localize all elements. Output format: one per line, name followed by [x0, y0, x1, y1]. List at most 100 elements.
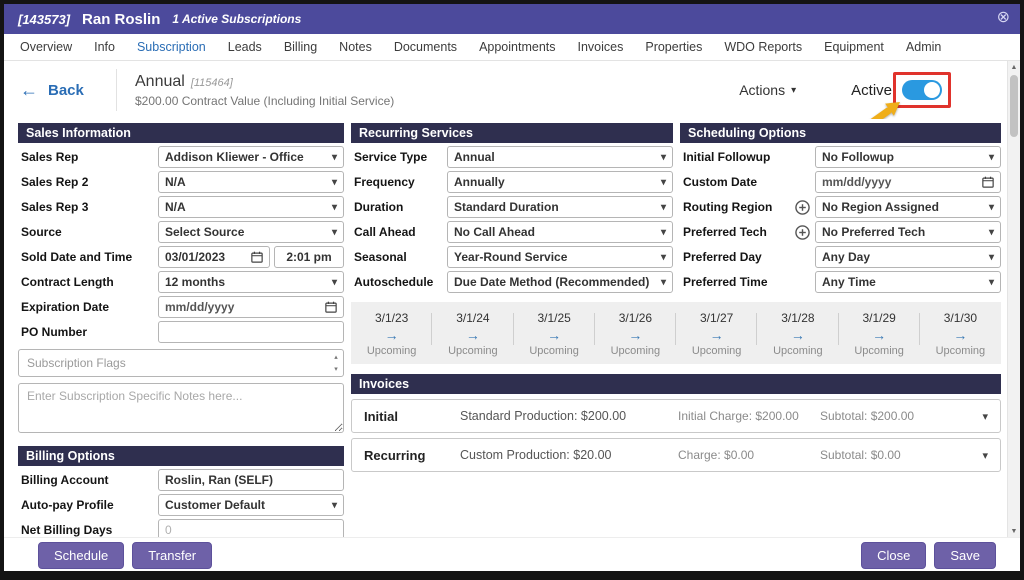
billing-options-header: Billing Options	[18, 446, 344, 466]
sold-time-input[interactable]: 2:01 pm	[274, 246, 344, 268]
arrow-right-icon[interactable]: →	[384, 327, 399, 343]
source-select[interactable]: Select Source ▾	[158, 221, 344, 243]
call-ahead-label: Call Ahead	[354, 225, 416, 239]
tab-admin[interactable]: Admin	[905, 40, 942, 54]
contract-length-label: Contract Length	[21, 275, 114, 289]
subscription-flags-placeholder: Subscription Flags	[27, 356, 126, 370]
sales-rep-value: Addison Kliewer - Office	[165, 150, 304, 164]
scroll-up-icon[interactable]: ▲	[1010, 63, 1018, 71]
add-routing-region-button[interactable]	[795, 199, 810, 215]
timeline-date: 3/1/30	[943, 311, 978, 325]
transfer-button[interactable]: Transfer	[132, 541, 213, 569]
invoice-row-recurring[interactable]: Recurring Custom Production: $20.00 Char…	[351, 438, 1001, 472]
arrow-right-icon[interactable]: →	[953, 327, 968, 343]
arrow-right-icon[interactable]: →	[790, 327, 805, 343]
vertical-scrollbar[interactable]: ▲ ▼	[1007, 61, 1020, 537]
caret-down-icon: ▾	[988, 251, 994, 263]
caret-down-icon: ▾	[660, 201, 666, 213]
call-ahead-select[interactable]: No Call Ahead ▾	[447, 221, 673, 243]
caret-down-icon: ▾	[331, 176, 337, 188]
po-number-input[interactable]	[158, 321, 344, 343]
billing-account-input[interactable]: Roslin, Ran (SELF)	[158, 469, 344, 491]
tab-properties[interactable]: Properties	[645, 40, 703, 54]
invoices-panel: Invoices Initial Standard Production: $2…	[351, 374, 1001, 472]
close-icon[interactable]: ⊗	[996, 9, 1010, 26]
subscription-notes-textarea[interactable]	[18, 383, 344, 433]
schedule-timeline: 3/1/23 → Upcoming 3/1/24 → Upcoming 3/1/…	[351, 302, 1001, 364]
arrow-right-icon[interactable]: →	[628, 327, 643, 343]
save-button[interactable]: Save	[934, 541, 996, 569]
timeline-status: Upcoming	[691, 345, 742, 357]
sales-rep-2-select[interactable]: N/A ▾	[158, 171, 344, 193]
vertical-divider	[116, 69, 117, 111]
service-type-select[interactable]: Annual ▾	[447, 146, 673, 168]
sold-date-input[interactable]: 03/01/2023	[158, 246, 270, 268]
tab-overview[interactable]: Overview	[20, 40, 73, 54]
subscription-flags-input[interactable]: Subscription Flags ▴ ▾	[18, 349, 344, 377]
frequency-select[interactable]: Annually ▾	[447, 171, 673, 193]
tab-appointments[interactable]: Appointments	[479, 40, 556, 54]
custom-date-input[interactable]: mm/dd/yyyy	[815, 171, 1001, 193]
seasonal-select[interactable]: Year-Round Service ▾	[447, 246, 673, 268]
contract-length-select[interactable]: 12 months ▾	[158, 271, 344, 293]
titlebar: [143573] Ran Roslin 1 Active Subscriptio…	[4, 4, 1020, 34]
panel-title: Sales Information	[26, 126, 131, 140]
scrollbar-thumb[interactable]	[1010, 75, 1018, 137]
preferred-tech-select[interactable]: No Preferred Tech ▾	[815, 221, 1001, 243]
arrow-right-icon[interactable]: →	[872, 327, 887, 343]
initial-followup-select[interactable]: No Followup ▾	[815, 146, 1001, 168]
schedule-button[interactable]: Schedule	[38, 541, 125, 569]
autoschedule-select[interactable]: Due Date Method (Recommended) ▾	[447, 271, 673, 293]
tab-documents[interactable]: Documents	[393, 40, 458, 54]
invoice-row-initial[interactable]: Initial Standard Production: $200.00 Ini…	[351, 399, 1001, 433]
spinner-down-icon[interactable]: ▾	[334, 366, 338, 373]
sales-rep-select[interactable]: Addison Kliewer - Office ▾	[158, 146, 344, 168]
timeline-entry: 3/1/23 → Upcoming	[351, 311, 433, 357]
net-billing-days-input[interactable]	[158, 519, 344, 537]
actions-menu-button[interactable]: Actions ▾	[739, 82, 796, 98]
arrow-right-icon[interactable]: →	[709, 327, 724, 343]
tab-leads[interactable]: Leads	[227, 40, 262, 54]
add-preferred-tech-button[interactable]	[795, 224, 810, 240]
tab-invoices[interactable]: Invoices	[577, 40, 624, 54]
back-arrow-icon: ←	[20, 80, 38, 100]
autopay-profile-select[interactable]: Customer Default ▾	[158, 494, 344, 516]
tab-wdo-reports[interactable]: WDO Reports	[724, 40, 803, 54]
expand-caret-icon[interactable]: ▾	[982, 410, 988, 423]
back-button[interactable]: ← Back	[20, 81, 116, 99]
record-id: [143573]	[18, 11, 71, 27]
actions-label: Actions	[739, 82, 786, 98]
expand-caret-icon[interactable]: ▾	[982, 449, 988, 462]
tab-subscription[interactable]: Subscription	[136, 40, 206, 54]
sales-rep-2-value: N/A	[165, 175, 186, 189]
arrow-right-icon[interactable]: →	[547, 327, 562, 343]
preferred-time-select[interactable]: Any Time ▾	[815, 271, 1001, 293]
subscription-subheader: ← Back Annual [115464] $200.00 Contract …	[4, 61, 1020, 137]
preferred-day-select[interactable]: Any Day ▾	[815, 246, 1001, 268]
spinner-up-icon[interactable]: ▴	[334, 354, 338, 361]
tab-notes[interactable]: Notes	[339, 40, 372, 54]
arrow-right-icon[interactable]: →	[465, 327, 480, 343]
service-type-value: Annual	[454, 150, 495, 164]
timeline-date: 3/1/25	[537, 311, 571, 325]
customer-name: Ran Roslin	[82, 10, 161, 28]
panel-title: Recurring Services	[359, 126, 473, 140]
flags-spinner[interactable]: ▴ ▾	[329, 350, 343, 376]
scroll-down-icon[interactable]: ▼	[1010, 527, 1018, 535]
tab-info[interactable]: Info	[94, 40, 115, 54]
tab-billing[interactable]: Billing	[283, 40, 318, 54]
panel-title: Invoices	[359, 377, 410, 391]
routing-region-select[interactable]: No Region Assigned ▾	[815, 196, 1001, 218]
toggle-knob	[924, 82, 940, 98]
tab-equipment[interactable]: Equipment	[824, 40, 884, 54]
sales-rep-3-value: N/A	[165, 200, 186, 214]
preferred-time-label: Preferred Time	[683, 275, 768, 289]
duration-select[interactable]: Standard Duration ▾	[447, 196, 673, 218]
caret-down-icon: ▾	[660, 151, 666, 163]
close-button[interactable]: Close	[861, 541, 927, 569]
expiration-date-input[interactable]: mm/dd/yyyy	[158, 296, 344, 318]
active-toggle[interactable]	[853, 72, 951, 137]
sales-rep-3-select[interactable]: N/A ▾	[158, 196, 344, 218]
content-area: Sales Information Sales Rep Addison Klie…	[4, 119, 1020, 537]
plus-circle-icon	[795, 224, 810, 240]
